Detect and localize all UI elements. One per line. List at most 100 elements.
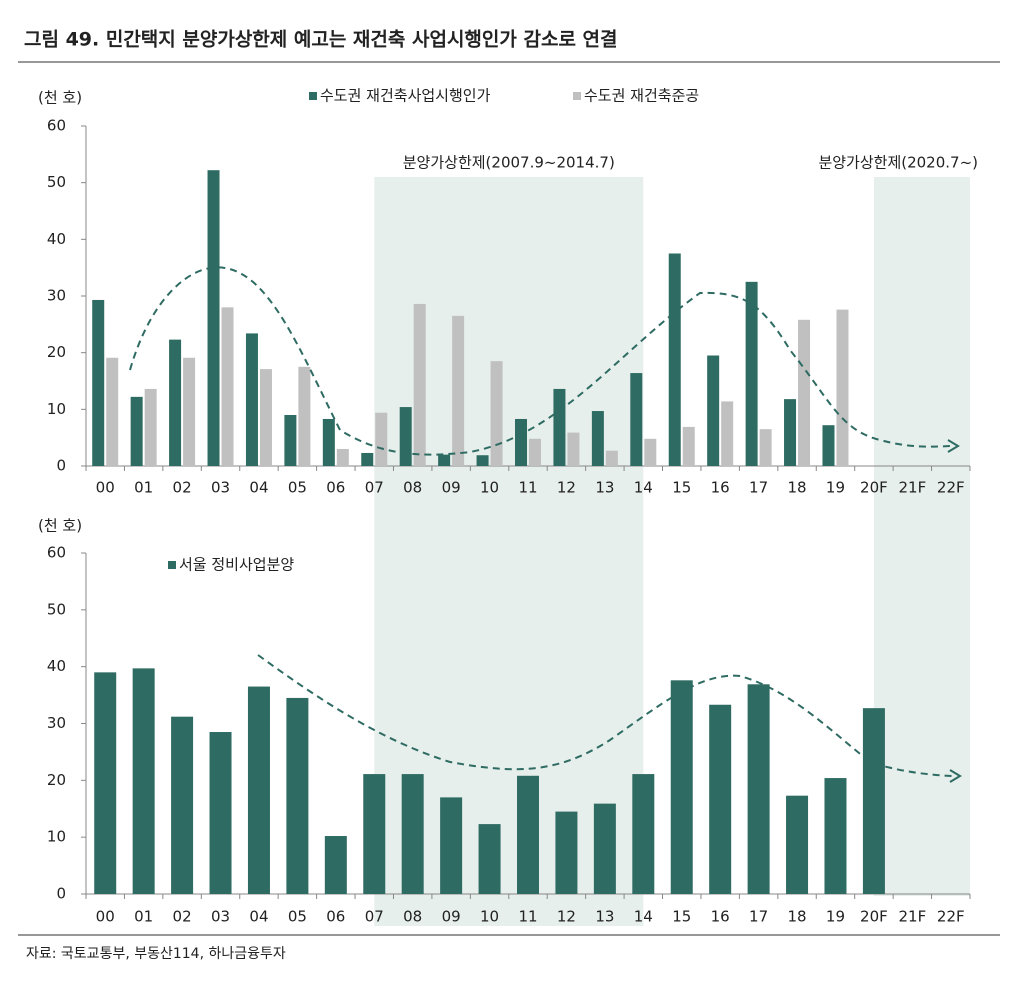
x-tick-label: 13: [595, 908, 614, 926]
bar: [517, 775, 539, 894]
bar: [555, 811, 578, 894]
bar: [284, 415, 297, 466]
bar: [247, 686, 270, 894]
y-tick-label: 10: [47, 400, 66, 418]
bar: [183, 357, 196, 466]
bar: [452, 315, 465, 466]
bar: [798, 319, 811, 466]
x-tick-label: 12: [557, 479, 576, 497]
bar: [207, 170, 220, 466]
bar: [759, 429, 772, 466]
bar: [836, 309, 849, 466]
bar: [169, 339, 182, 466]
x-tick-label: 19: [826, 479, 845, 497]
bar: [221, 307, 234, 466]
bar: [94, 672, 117, 894]
bar: [413, 303, 426, 466]
x-tick-label: 12: [557, 908, 576, 926]
bar: [745, 281, 758, 466]
bar: [245, 333, 258, 466]
bar: [259, 369, 272, 466]
bar: [336, 449, 349, 466]
y-axis-title: (천 호): [38, 517, 82, 535]
bar: [438, 454, 451, 466]
legend-label: 수도권 재건축준공: [584, 87, 699, 105]
bar: [591, 411, 604, 466]
legend-label: 수도권 재건축사업시행인가: [320, 87, 491, 105]
bar: [515, 418, 527, 466]
x-tick-label: 14: [634, 908, 653, 926]
x-tick-label: 20F: [860, 479, 888, 497]
x-tick-label: 21F: [898, 479, 926, 497]
trend-arrow: [949, 769, 962, 783]
x-tick-label: 17: [749, 908, 768, 926]
bar: [784, 399, 797, 466]
bar: [361, 452, 374, 466]
x-tick-label: 16: [711, 479, 730, 497]
bar: [363, 774, 386, 894]
x-tick-label: 22F: [937, 908, 965, 926]
x-tick-label: 18: [787, 908, 806, 926]
bar: [322, 418, 335, 466]
y-tick-label: 10: [47, 828, 66, 846]
bar: [567, 432, 580, 466]
x-tick-label: 18: [787, 479, 806, 497]
x-tick-label: 10: [480, 908, 499, 926]
bar: [298, 366, 311, 466]
x-tick-label: 05: [288, 908, 307, 926]
bar: [862, 708, 885, 894]
bar: [824, 778, 847, 894]
x-tick-label: 04: [249, 908, 268, 926]
x-tick-label: 09: [442, 908, 461, 926]
x-tick-label: 05: [288, 479, 307, 497]
legend-swatch: [168, 561, 176, 569]
bar: [707, 355, 720, 466]
y-tick-label: 50: [47, 600, 66, 618]
y-tick-label: 20: [47, 343, 66, 361]
bar: [490, 361, 503, 466]
y-tick-label: 20: [47, 771, 66, 789]
x-tick-label: 01: [134, 479, 153, 497]
x-tick-label: 09: [442, 479, 461, 497]
x-tick-label: 11: [518, 908, 537, 926]
bar: [144, 388, 157, 466]
x-tick-label: 07: [365, 908, 384, 926]
source: 자료: 국토교통부, 부동산114, 하나금융투자: [26, 946, 286, 962]
bar: [286, 697, 309, 894]
trend-line: [257, 654, 953, 777]
bar: [529, 438, 541, 466]
y-tick-label: 30: [47, 714, 66, 732]
x-tick-label: 07: [365, 479, 384, 497]
x-tick-label: 19: [826, 908, 845, 926]
x-tick-label: 02: [173, 908, 192, 926]
y-tick-label: 40: [47, 657, 66, 675]
bar: [476, 455, 489, 466]
bar: [822, 425, 835, 466]
page-title: 그림 49. 민간택지 분양가상한제 예고는 재건축 사업시행인가 감소로 연결: [24, 29, 618, 51]
legend-label: 서울 정비사업분양: [179, 556, 294, 574]
shade-label: 분양가상한제(2020.7~): [818, 154, 978, 172]
trend-line: [129, 266, 951, 456]
bar: [747, 684, 770, 894]
x-tick-label: 17: [749, 479, 768, 497]
y-tick-label: 0: [56, 457, 66, 475]
y-tick-label: 60: [47, 544, 66, 562]
bar: [132, 668, 155, 894]
x-tick-label: 00: [96, 908, 115, 926]
bar: [670, 680, 693, 894]
y-axis-title: (천 호): [38, 89, 82, 107]
x-tick-label: 04: [249, 479, 268, 497]
bar: [92, 299, 105, 466]
shaded-period: [873, 177, 970, 896]
x-tick-label: 14: [634, 479, 653, 497]
y-tick-label: 0: [56, 885, 66, 903]
y-tick-label: 30: [47, 287, 66, 305]
x-tick-label: 13: [595, 479, 614, 497]
x-tick-label: 20F: [860, 908, 888, 926]
bar: [375, 412, 388, 466]
trend-arrow: [947, 439, 960, 453]
x-tick-label: 03: [211, 908, 230, 926]
x-tick-label: 00: [96, 479, 115, 497]
bar: [721, 401, 734, 466]
